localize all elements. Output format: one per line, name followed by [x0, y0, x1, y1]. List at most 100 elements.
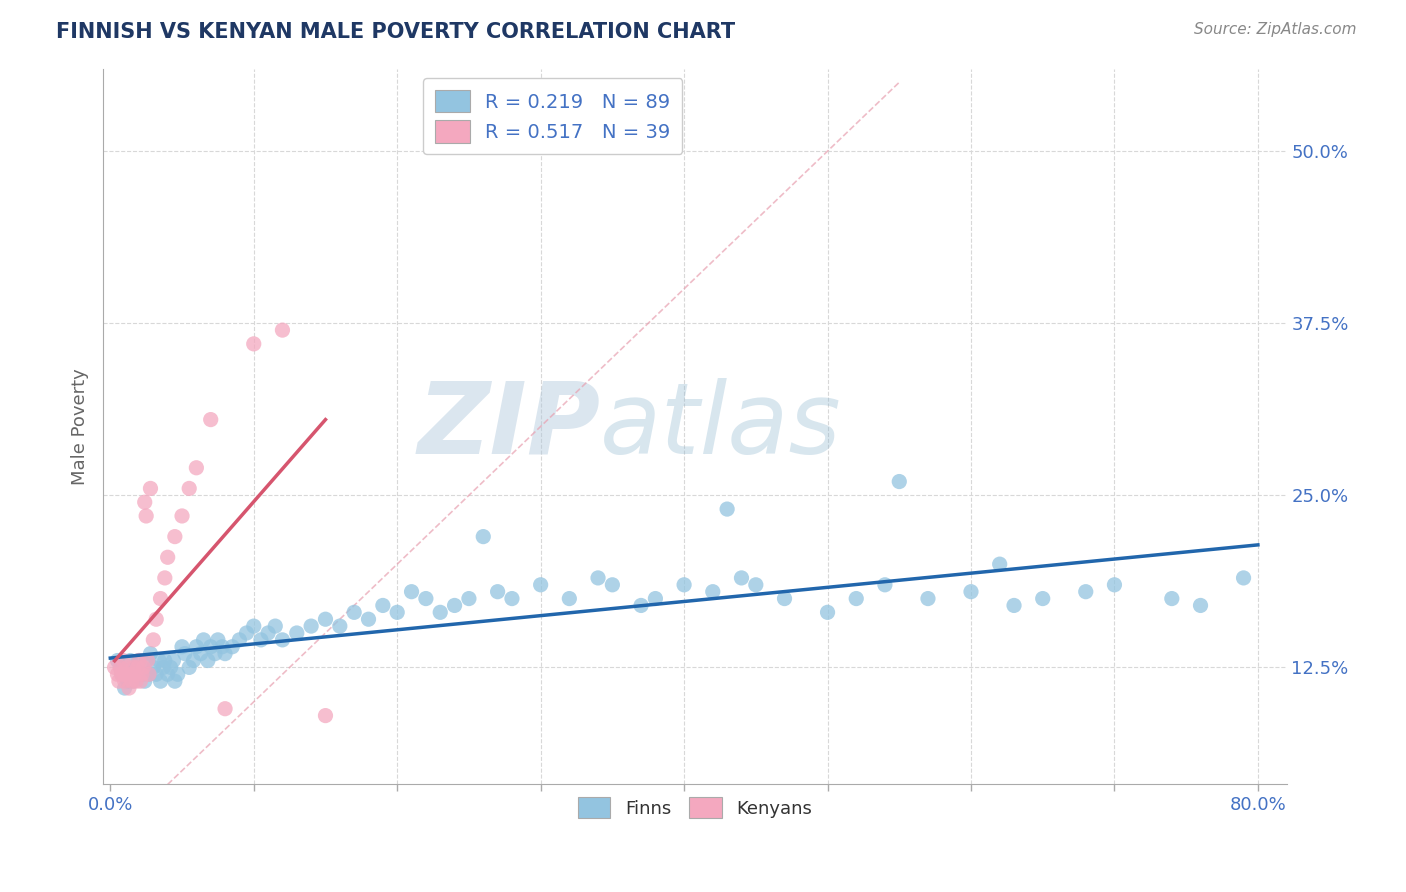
Point — [472, 530, 495, 544]
Point — [730, 571, 752, 585]
Point — [186, 640, 208, 654]
Point — [197, 653, 219, 667]
Point — [429, 605, 451, 619]
Point — [1160, 591, 1182, 606]
Point — [889, 475, 911, 489]
Point — [114, 681, 136, 695]
Point — [228, 632, 250, 647]
Point — [200, 412, 222, 426]
Point — [250, 632, 273, 647]
Point — [153, 653, 176, 667]
Point — [486, 584, 509, 599]
Point — [264, 619, 287, 633]
Point — [128, 653, 150, 667]
Point — [148, 653, 170, 667]
Point — [170, 640, 193, 654]
Point — [120, 653, 142, 667]
Point — [773, 591, 796, 606]
Point — [121, 674, 143, 689]
Point — [214, 647, 236, 661]
Point — [586, 571, 609, 585]
Point — [745, 578, 768, 592]
Point — [186, 460, 208, 475]
Point — [120, 667, 142, 681]
Point — [111, 667, 134, 681]
Point — [162, 653, 184, 667]
Point — [183, 653, 205, 667]
Point — [134, 674, 156, 689]
Point — [558, 591, 581, 606]
Point — [156, 550, 179, 565]
Point — [135, 653, 157, 667]
Point — [104, 660, 127, 674]
Point — [129, 674, 152, 689]
Point — [314, 708, 336, 723]
Point — [135, 508, 157, 523]
Point — [214, 702, 236, 716]
Point — [644, 591, 666, 606]
Point — [602, 578, 624, 592]
Point — [343, 605, 366, 619]
Point — [107, 653, 129, 667]
Point — [159, 660, 181, 674]
Point — [845, 591, 868, 606]
Point — [136, 653, 159, 667]
Point — [138, 667, 160, 681]
Point — [114, 667, 136, 681]
Point — [1104, 578, 1126, 592]
Point — [179, 660, 201, 674]
Point — [110, 660, 132, 674]
Point — [131, 667, 153, 681]
Point — [122, 660, 145, 674]
Point — [170, 508, 193, 523]
Point — [371, 599, 394, 613]
Point — [163, 530, 186, 544]
Point — [1189, 599, 1212, 613]
Point — [174, 647, 197, 661]
Point — [179, 482, 201, 496]
Point — [124, 667, 146, 681]
Point — [131, 667, 153, 681]
Point — [139, 647, 162, 661]
Point — [630, 599, 652, 613]
Point — [271, 323, 294, 337]
Point — [458, 591, 481, 606]
Point — [112, 653, 135, 667]
Point — [107, 667, 129, 681]
Point — [257, 626, 280, 640]
Point — [134, 495, 156, 509]
Point — [128, 653, 150, 667]
Point — [193, 632, 215, 647]
Point — [1032, 591, 1054, 606]
Point — [817, 605, 839, 619]
Point — [139, 482, 162, 496]
Point — [702, 584, 724, 599]
Point — [110, 660, 132, 674]
Point — [166, 667, 188, 681]
Point — [221, 640, 243, 654]
Point — [357, 612, 380, 626]
Point — [149, 591, 172, 606]
Point — [163, 674, 186, 689]
Point — [501, 591, 523, 606]
Point — [117, 674, 139, 689]
Point — [1002, 599, 1025, 613]
Point — [873, 578, 896, 592]
Point — [401, 584, 423, 599]
Point — [118, 681, 141, 695]
Point — [530, 578, 553, 592]
Point — [329, 619, 352, 633]
Point — [142, 660, 165, 674]
Point — [242, 619, 264, 633]
Legend: Finns, Kenyans: Finns, Kenyans — [571, 790, 820, 825]
Point — [415, 591, 437, 606]
Point — [138, 667, 160, 681]
Point — [132, 660, 155, 674]
Point — [114, 674, 136, 689]
Point — [125, 674, 148, 689]
Point — [108, 674, 131, 689]
Text: atlas: atlas — [600, 378, 842, 475]
Point — [716, 502, 738, 516]
Point — [200, 640, 222, 654]
Point — [125, 660, 148, 674]
